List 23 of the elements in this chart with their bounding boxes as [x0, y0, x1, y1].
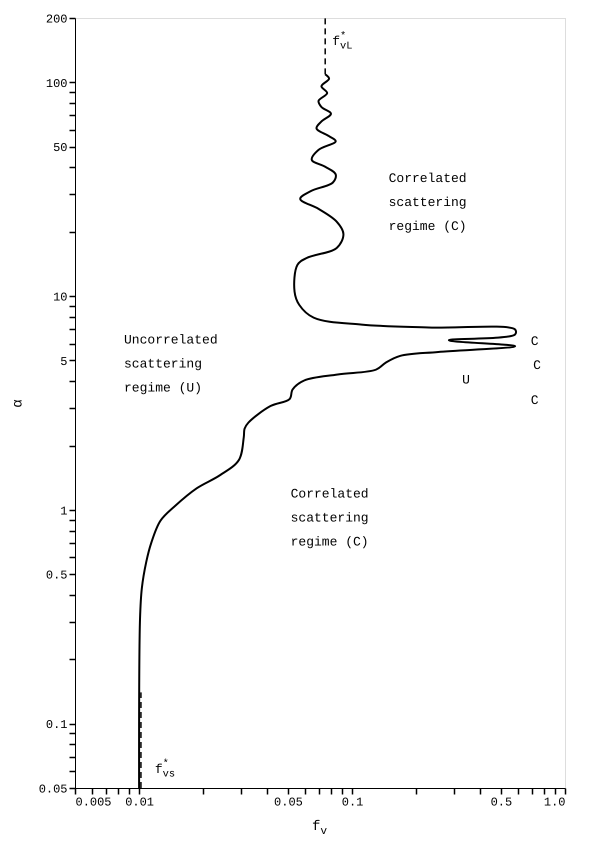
y-tick-label: 0.5: [46, 568, 68, 583]
annotation: U: [462, 372, 470, 388]
y-tick-label: 50: [53, 141, 68, 156]
y-tick-label: 5: [60, 354, 68, 369]
annotation: C: [530, 334, 539, 350]
y-tick-label: 200: [46, 12, 68, 26]
x-tick-label: 0.01: [125, 796, 154, 810]
x-tick-label: 0.1: [342, 796, 364, 810]
annotation: Correlated scattering regime (C): [290, 486, 369, 550]
x-tick-label: 1.0: [544, 796, 566, 810]
y-tick-label: 100: [46, 76, 68, 91]
x-tick-label: 0.05: [274, 796, 303, 810]
y-tick-label: 1: [60, 504, 68, 518]
x-tick-label: 0.5: [490, 796, 512, 810]
annotation: C: [533, 358, 542, 374]
annotation: Uncorrelated scattering regime (U): [124, 332, 218, 396]
y-tick-label: 0.1: [46, 718, 68, 732]
y-axis-title: α: [10, 399, 27, 408]
x-tick-label: 0.005: [76, 796, 112, 810]
annotation: Correlated scattering regime (C): [388, 171, 467, 234]
annotation: C: [530, 392, 539, 408]
y-tick-label: 0.05: [38, 782, 68, 796]
y-tick-label: 10: [53, 290, 68, 305]
